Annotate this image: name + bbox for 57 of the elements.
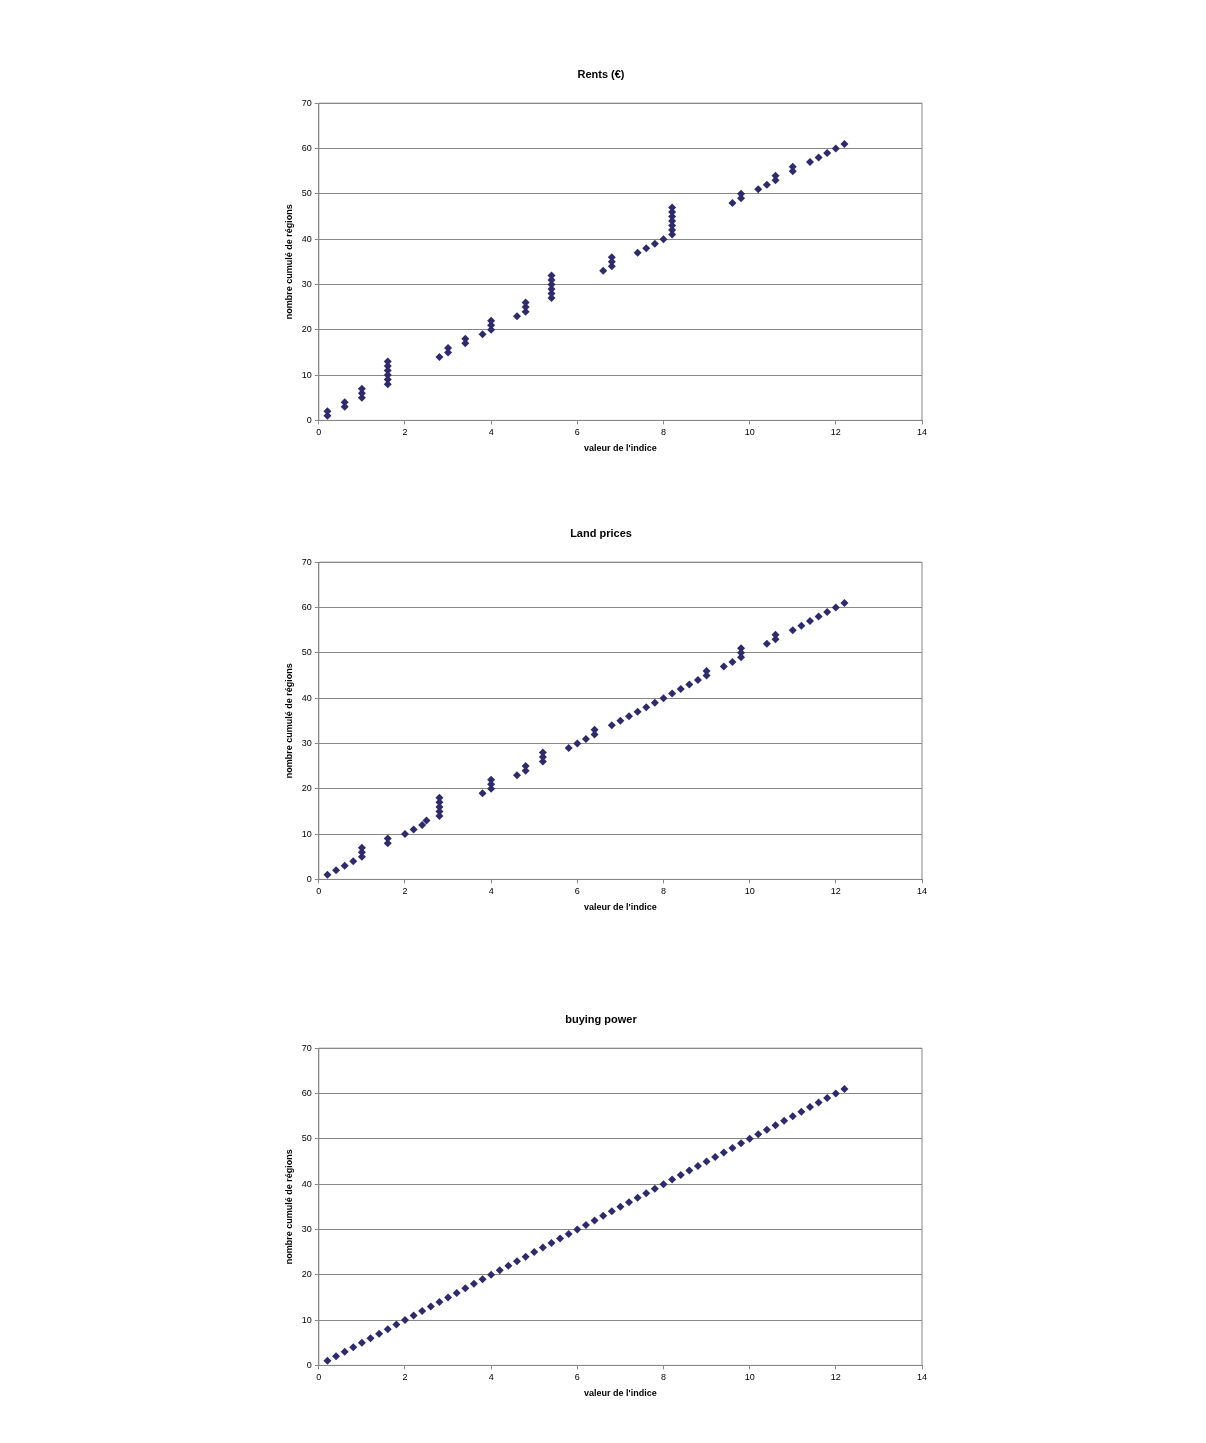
y-axis-title: nombre cumulé de régions [283,204,294,320]
y-axis-title: nombre cumulé de régions [283,1149,294,1265]
chart-title: Rents (€) [577,67,625,80]
y-tick-label: 30 [301,1223,312,1234]
chart-title: Land prices [570,526,632,539]
y-tick-label: 50 [301,647,312,658]
y-tick-label: 40 [301,233,312,244]
x-tick-label: 14 [916,1372,928,1383]
chart-title: buying power [565,1012,638,1025]
x-tick-label: 10 [744,886,755,897]
y-tick-label: 60 [301,602,312,612]
x-tick-label: 2 [402,427,408,438]
x-tick-label: 10 [744,1372,755,1383]
x-tick-label: 14 [916,886,928,897]
x-axis-title: valeur de l'indice [584,1388,657,1399]
x-tick-label: 4 [488,886,494,897]
x-tick-label: 8 [660,1372,666,1383]
y-tick-label: 0 [306,873,312,884]
x-tick-label: 12 [830,1372,841,1383]
x-tick-label: 2 [402,1372,408,1383]
y-tick-label: 20 [301,783,312,794]
y-axis-title: nombre cumulé de régions [283,663,294,779]
y-tick-label: 0 [306,1359,312,1370]
x-tick-label: 12 [830,886,841,897]
y-tick-label: 70 [301,556,312,567]
x-tick-label: 6 [574,1372,580,1383]
y-tick-label: 40 [301,692,312,703]
y-tick-label: 50 [301,188,312,199]
x-tick-label: 8 [660,427,666,438]
x-axis-title: valeur de l'indice [584,443,657,454]
y-tick-label: 20 [301,324,312,335]
y-tick-label: 60 [301,1088,312,1098]
x-tick-label: 4 [488,427,494,438]
y-tick-label: 10 [301,1314,312,1325]
x-tick-label: 0 [316,886,322,897]
y-tick-label: 20 [301,1269,312,1280]
x-tick-label: 14 [916,427,928,438]
y-tick-label: 70 [301,1042,312,1053]
x-tick-label: 4 [488,1372,494,1383]
y-tick-label: 60 [301,143,312,153]
y-tick-label: 0 [306,414,312,425]
y-tick-label: 40 [301,1178,312,1189]
y-tick-label: 50 [301,1133,312,1144]
y-tick-label: 10 [301,828,312,839]
y-tick-label: 10 [301,369,312,380]
x-tick-label: 8 [660,886,666,897]
x-tick-label: 6 [574,886,580,897]
x-tick-label: 2 [402,886,408,897]
x-tick-label: 12 [830,427,841,438]
y-tick-label: 70 [301,97,312,108]
x-tick-label: 0 [316,427,322,438]
x-tick-label: 10 [744,427,755,438]
y-tick-label: 30 [301,737,312,748]
x-tick-label: 0 [316,1372,322,1383]
x-tick-label: 6 [574,427,580,438]
y-tick-label: 30 [301,278,312,289]
x-axis-title: valeur de l'indice [584,902,657,913]
